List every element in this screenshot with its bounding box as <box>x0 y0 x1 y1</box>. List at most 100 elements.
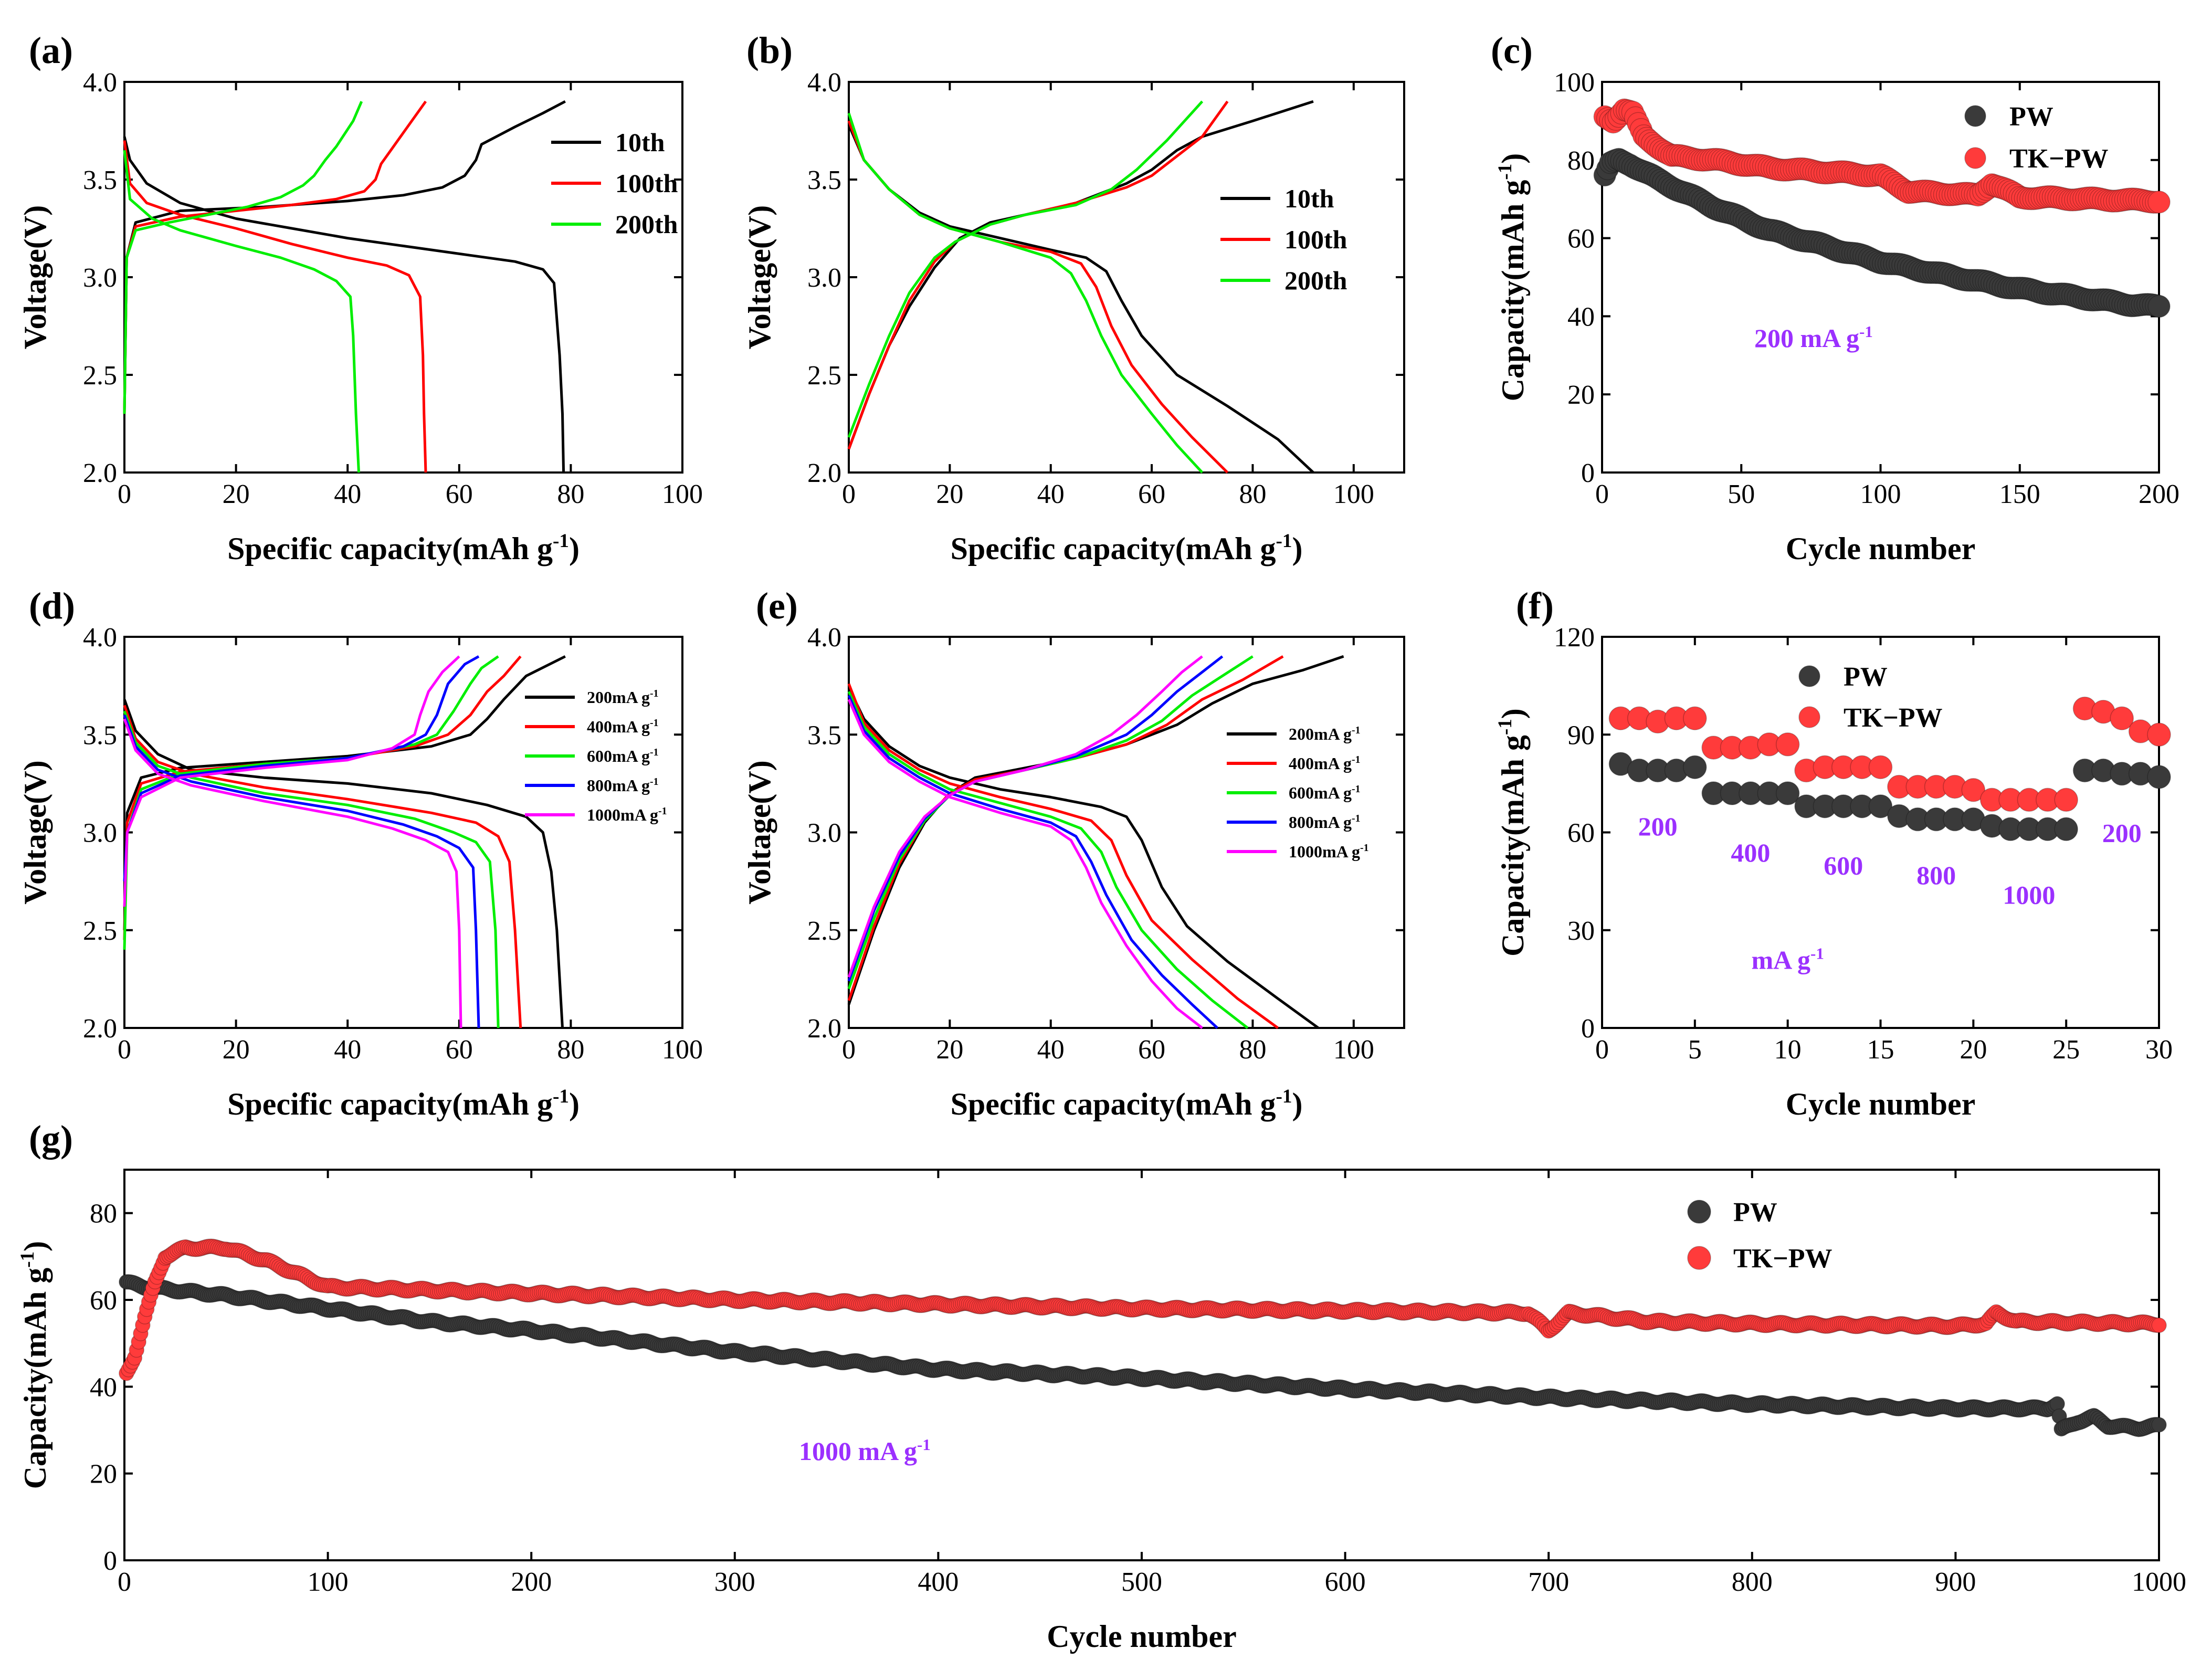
x-axis-title-base: Specific capacity(mAh g <box>227 1087 553 1121</box>
x-tick-label: 80 <box>557 479 584 509</box>
y-axis-title: Voltage(V) <box>742 205 777 349</box>
data-point-pw <box>1775 781 1800 805</box>
x-tick-label: 100 <box>662 479 703 509</box>
y-tick-label: 4.0 <box>83 623 117 653</box>
legend-label: 100th <box>615 169 678 198</box>
x-axis-title: Specific capacity(mAh g-1) <box>951 1086 1303 1121</box>
legend-label-sup: -1 <box>650 688 659 699</box>
legend-label: 600mA g-1 <box>587 747 659 765</box>
series-line-400mA-g-discharge <box>123 705 522 1028</box>
plot-frame <box>123 1169 2160 1561</box>
legend-label-sup: -1 <box>1352 754 1361 765</box>
series-line-10th-charge <box>847 100 1314 450</box>
y-axis-title: Voltage(V) <box>18 205 52 349</box>
unit-label-base: mA g <box>1752 946 1811 975</box>
x-axis-title-base: Cycle number <box>1786 1087 1976 1121</box>
series-line-10th-discharge <box>123 136 565 473</box>
series-line-200th-charge <box>847 100 1204 438</box>
y-tick-label: 0 <box>103 1546 117 1576</box>
series-line-10th-discharge <box>847 124 1314 474</box>
rate-label: 200 <box>2102 818 2142 848</box>
y-axis-title: Capacity(mAh g-1) <box>1494 153 1530 402</box>
x-tick-label: 60 <box>1138 1035 1165 1065</box>
x-tick-label: 0 <box>118 1035 131 1065</box>
x-axis-title: Specific capacity(mAh g-1) <box>227 530 580 566</box>
legend-label: PW <box>1844 662 1888 692</box>
legend-label: 400mA g-1 <box>587 717 659 736</box>
legend-label-sup: -1 <box>1360 842 1369 854</box>
x-tick-label: 40 <box>334 1035 361 1065</box>
legend-label-base: 200mA g <box>1289 724 1352 743</box>
legend-label-sup: -1 <box>650 747 659 758</box>
x-tick-label: 150 <box>1999 479 2040 509</box>
legend-label-base: 1000mA g <box>587 805 658 824</box>
y-tick-label: 90 <box>1567 720 1595 750</box>
y-axis-title-end: ) <box>1496 708 1530 719</box>
unit-label-sup: -1 <box>1810 944 1824 963</box>
legend-label: 10th <box>1284 184 1334 213</box>
legend-label-base: 200mA g <box>587 688 650 707</box>
x-axis-title-base: Specific capacity(mAh g <box>951 1087 1276 1121</box>
x-tick-label: 100 <box>1333 479 1374 509</box>
x-tick-label: 100 <box>662 1035 703 1065</box>
y-tick-label: 2.0 <box>83 458 117 488</box>
y-tick-label: 2.5 <box>807 361 841 391</box>
x-tick-label: 400 <box>918 1567 959 1597</box>
legend-label-base: 600mA g <box>1289 783 1352 802</box>
series-line-200mA-g-discharge <box>847 687 1319 1030</box>
x-tick-label: 100 <box>1860 479 1901 509</box>
data-point-pw <box>2151 1417 2167 1433</box>
legend-label-sup: -1 <box>1352 813 1361 824</box>
legend-label: PW <box>2009 102 2053 132</box>
x-axis-title-sup: -1 <box>553 530 569 552</box>
x-axis-title-end: ) <box>569 531 580 566</box>
y-axis-title-base: Capacity(mAh g <box>18 1268 52 1489</box>
x-axis-title: Specific capacity(mAh g-1) <box>951 530 1303 566</box>
legend-marker <box>1798 706 1820 728</box>
y-tick-label: 30 <box>1567 916 1595 946</box>
series-line-800mA-g-discharge <box>123 715 480 1028</box>
x-axis-title-end: ) <box>1292 1087 1302 1121</box>
data-point-pw <box>2147 765 2171 789</box>
x-axis-title-base: Specific capacity(mAh g <box>227 531 553 566</box>
x-axis-title-base: Cycle number <box>1786 531 1976 566</box>
legend-label-base: 400mA g <box>1289 754 1352 773</box>
legend-label-base: 1000mA g <box>1289 842 1360 861</box>
legend-label: 800mA g-1 <box>1289 813 1361 832</box>
y-axis-title-base: Capacity(mAh g <box>1496 735 1530 957</box>
y-axis-title-base: Capacity(mAh g <box>1496 180 1530 402</box>
x-tick-label: 60 <box>446 479 473 509</box>
legend-marker <box>1964 147 1986 169</box>
data-point-tk-pw <box>1961 778 1986 802</box>
x-tick-label: 80 <box>557 1035 584 1065</box>
data-point-tk-pw <box>2147 722 2171 747</box>
legend-label: TK−PW <box>1844 703 1943 733</box>
panel-a: (a) Specific capacity(mAh g-1) Voltage(V) 0… <box>18 29 703 566</box>
series-line-200th-discharge <box>847 112 1204 474</box>
annotation-label: 1000 mA g-1 <box>799 1435 931 1466</box>
x-tick-label: 30 <box>2145 1035 2173 1065</box>
legend-label: 1000mA g-1 <box>587 805 667 824</box>
legend-label: PW <box>1733 1198 1777 1227</box>
series-line-1000mA-g-charge <box>847 655 1203 978</box>
x-tick-label: 15 <box>1867 1035 1894 1065</box>
y-tick-label: 4.0 <box>807 623 841 653</box>
y-tick-label: 120 <box>1554 623 1595 653</box>
legend-label: 1000mA g-1 <box>1289 842 1369 861</box>
legend-marker <box>1798 665 1820 687</box>
series-line-1000mA-g-discharge <box>847 699 1203 1029</box>
panel-label: (e) <box>756 585 798 627</box>
panel-label: (f) <box>1516 585 1554 627</box>
legend-label: 200mA g-1 <box>1289 724 1361 743</box>
series-line-1000mA-g-discharge <box>123 718 462 1028</box>
y-axis-title-end: ) <box>18 1241 52 1252</box>
annotation-label: 200 mA g-1 <box>1754 322 1873 353</box>
y-tick-label: 0 <box>1581 1014 1595 1044</box>
x-tick-label: 20 <box>223 479 250 509</box>
series-line-200th-charge <box>123 101 363 414</box>
x-tick-label: 800 <box>1732 1567 1773 1597</box>
legend-label-sup: -1 <box>1352 783 1361 795</box>
series-line-400mA-g-charge <box>847 655 1284 1001</box>
y-tick-label: 2.5 <box>83 361 117 391</box>
